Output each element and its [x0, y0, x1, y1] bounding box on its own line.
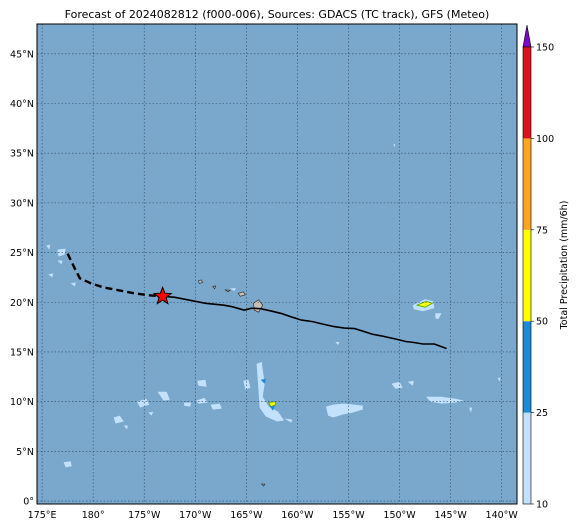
colorbar-band: [523, 321, 531, 413]
longitude-tick-label: 145°W: [434, 510, 467, 521]
precip-patch: [48, 273, 54, 278]
longitude-ticks: 175°E 180° 175°W 170°W 165°W 160°W 155°W 150°W 1…: [28, 510, 519, 521]
longitude-tick-label: 175°W: [128, 510, 161, 521]
colorbar-tick-label: 10: [536, 500, 548, 511]
colorbar-bands: [522, 24, 532, 505]
latitude-tick-label: 10°N: [10, 397, 34, 408]
colorbar-tick-label: 150: [536, 43, 554, 54]
precip-patch: [148, 411, 154, 416]
precip-patch: [113, 415, 124, 424]
island: [198, 279, 203, 284]
precip-patch: [46, 244, 51, 250]
precip-patch: [230, 288, 237, 292]
latitude-ticks: 0° 5°N 10°N 15°N 20°N 25°N 30°N 35°N 40°N 45°N: [10, 49, 34, 507]
latitude-tick-label: 20°N: [10, 298, 34, 309]
figure-title: Forecast of 2024082812 (f000-006), Sourc…: [65, 8, 490, 21]
colorbar-label: Total Precipitation (mm/6h): [559, 201, 570, 331]
past-track-line: [66, 253, 163, 298]
map-frame: [36, 23, 518, 505]
colorbar-ticks: 10 25 50 75 100 150: [531, 43, 554, 511]
precip-patch: [435, 313, 442, 320]
precip-patch: [256, 361, 285, 422]
island: [237, 291, 246, 297]
precip-patch: [137, 398, 150, 408]
colorbar-extend-triangle: [522, 24, 532, 48]
colorbar-band: [523, 229, 531, 322]
longitude-tick-label: 165°W: [230, 510, 263, 521]
colorbar-band: [523, 47, 531, 139]
precip-patch: [57, 260, 63, 265]
latitude-tick-label: 30°N: [10, 198, 34, 209]
precipitation-layer: [46, 144, 501, 468]
precip-patch: [70, 282, 76, 287]
precip-patch: [157, 391, 170, 401]
precip-patch: [260, 378, 266, 384]
colorbar-tick-label: 100: [536, 134, 554, 145]
graticule: [37, 24, 517, 504]
precip-patch: [335, 342, 340, 345]
colorbar-tick-label: 50: [536, 317, 548, 328]
colorbar: 10 25 50 75 100 150 Total Precipitation (mm/6…: [522, 24, 570, 511]
longitude-tick-label: 150°W: [383, 510, 416, 521]
storm-track: [66, 253, 447, 350]
longitude-tick-label: 180°: [82, 510, 105, 521]
map-panel: 175°E 180° 175°W 170°W 165°W 160°W 155°W 150°W 1…: [10, 23, 519, 521]
longitude-tick-label: 140°W: [486, 510, 519, 521]
latitude-tick-label: 40°N: [10, 99, 34, 110]
ocean-background: [37, 24, 517, 504]
colorbar-band: [523, 412, 531, 504]
precip-patch: [497, 377, 501, 382]
longitude-tick-label: 170°W: [179, 510, 212, 521]
colorbar-tick-label: 75: [536, 225, 548, 236]
precip-patch: [415, 300, 434, 308]
precip-patch: [407, 380, 414, 386]
colorbar-frame: [522, 46, 532, 505]
current-position-star-icon: [152, 285, 173, 305]
latitude-tick-label: 15°N: [10, 347, 34, 358]
precip-patch: [197, 379, 207, 387]
precip-patch: [393, 144, 396, 148]
precip-patch: [284, 418, 293, 423]
precip-patch: [243, 379, 251, 390]
latitude-tick-label: 5°N: [16, 447, 34, 458]
island: [212, 285, 217, 290]
longitude-tick-label: 175°E: [28, 510, 57, 521]
forecast-track-line: [162, 295, 447, 350]
latitude-tick-label: 25°N: [10, 248, 34, 259]
precip-patch: [196, 397, 208, 404]
longitude-tick-label: 160°W: [281, 510, 314, 521]
longitude-tick-label: 155°W: [332, 510, 365, 521]
precip-patch: [391, 381, 403, 389]
island: [224, 289, 231, 293]
latitude-tick-label: 45°N: [10, 49, 34, 60]
precip-patch: [469, 407, 473, 413]
island: [260, 483, 266, 487]
latitude-tick-label: 0°: [23, 497, 34, 508]
precip-patch: [184, 402, 192, 407]
precip-patch: [63, 461, 72, 468]
precip-patch: [210, 403, 222, 410]
precip-patch: [123, 425, 128, 430]
latitude-tick-label: 35°N: [10, 149, 34, 160]
precip-patch: [326, 403, 363, 418]
colorbar-tick-label: 25: [536, 408, 548, 419]
colorbar-band: [523, 138, 531, 230]
precip-patch: [269, 405, 275, 411]
